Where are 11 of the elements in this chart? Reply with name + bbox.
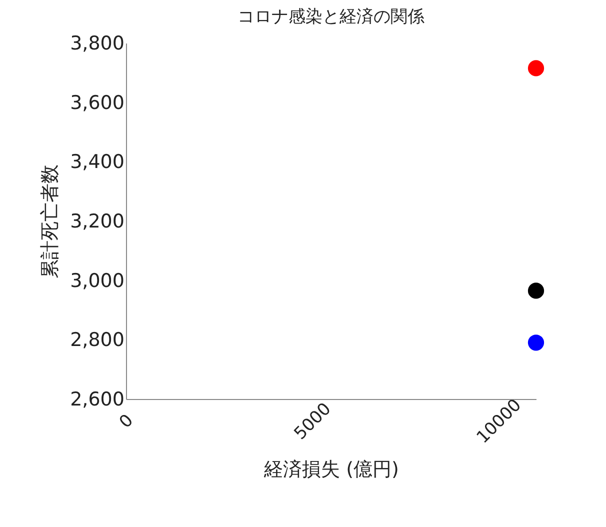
y-tick-label: 3,400	[70, 151, 124, 174]
x-axis-title: 経済損失 (億円)	[263, 458, 399, 480]
y-tick-label: 3,800	[70, 32, 124, 54]
chart-title: コロナ感染と経済の関係	[238, 7, 424, 27]
y-axis-title: 累計死亡者数	[39, 164, 62, 278]
y-tick-label: 2,600	[70, 388, 124, 410]
y-tick-label: 3,200	[70, 210, 124, 232]
y-tick-label: 3,600	[70, 92, 124, 114]
x-tick-label: 0	[116, 410, 138, 432]
y-tick-label: 2,800	[70, 329, 124, 352]
y-tick-label: 3,000	[70, 270, 124, 292]
